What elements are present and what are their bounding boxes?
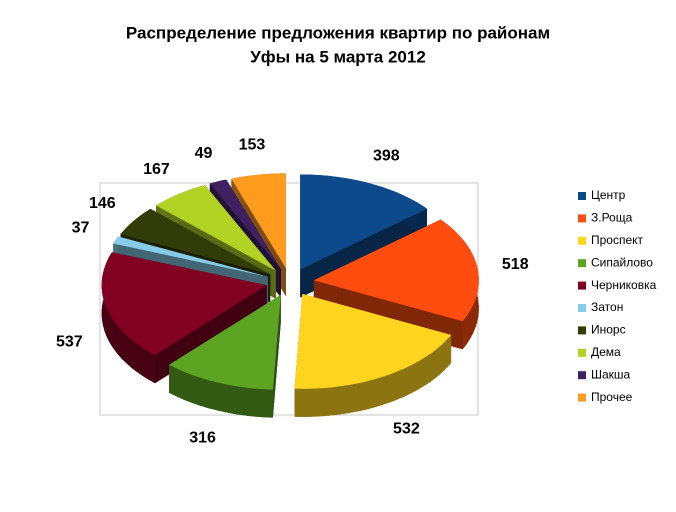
legend-label: Инорс bbox=[591, 323, 626, 337]
slice bbox=[300, 174, 427, 270]
legend-swatch bbox=[578, 236, 586, 245]
slice-wall bbox=[169, 364, 273, 418]
slice bbox=[313, 219, 479, 322]
slice-wall bbox=[294, 334, 452, 417]
legend-swatch bbox=[578, 304, 586, 312]
data-label: 532 bbox=[393, 420, 420, 437]
data-label: 518 bbox=[502, 256, 529, 273]
slice bbox=[120, 208, 271, 275]
slice bbox=[113, 236, 268, 277]
legend-swatch bbox=[578, 371, 586, 380]
legend-label: Шакша bbox=[591, 367, 631, 381]
legend-swatch bbox=[578, 214, 586, 223]
legend-label: Дема bbox=[591, 345, 621, 359]
legend-swatch bbox=[578, 326, 586, 335]
data-label: 37 bbox=[72, 220, 90, 237]
chart-title: Распределение предложения квартир по рай… bbox=[126, 23, 550, 42]
data-label: 153 bbox=[239, 136, 266, 153]
slice bbox=[169, 294, 281, 390]
legend-label: Черниковка bbox=[591, 278, 657, 292]
legend-label: Центр bbox=[591, 188, 626, 202]
legend-label: Затон bbox=[591, 300, 623, 314]
slice bbox=[156, 185, 276, 271]
data-label: 49 bbox=[195, 145, 213, 162]
pie: 398 518 532 316 537 37 146 167 49 153 bbox=[56, 136, 529, 446]
legend-swatch bbox=[578, 259, 586, 268]
data-label: 316 bbox=[189, 429, 216, 446]
plot-area bbox=[99, 182, 479, 416]
legend-label: З.Роща bbox=[591, 211, 633, 225]
slice bbox=[209, 179, 281, 270]
legend-swatch bbox=[578, 393, 586, 402]
legend-label: Сипайлово bbox=[591, 255, 653, 269]
legend-label: Прочее bbox=[591, 390, 633, 404]
legend-swatch bbox=[578, 192, 586, 200]
chart-title: Уфы на 5 марта 2012 bbox=[250, 47, 426, 66]
slice bbox=[101, 252, 267, 356]
legend-label: Проспект bbox=[591, 233, 644, 247]
data-label: 398 bbox=[373, 148, 400, 165]
slice-wall bbox=[101, 252, 155, 384]
data-label: 167 bbox=[143, 161, 170, 178]
data-label: 537 bbox=[56, 334, 83, 351]
legend-swatch bbox=[578, 348, 586, 357]
slice-side bbox=[272, 294, 281, 418]
data-label: 146 bbox=[89, 195, 116, 212]
legend-swatch bbox=[578, 281, 586, 290]
slice bbox=[231, 173, 286, 269]
legend: Центр З.Роща Проспект Сипайлово Черниковка За… bbox=[578, 188, 657, 404]
slice bbox=[294, 293, 452, 389]
